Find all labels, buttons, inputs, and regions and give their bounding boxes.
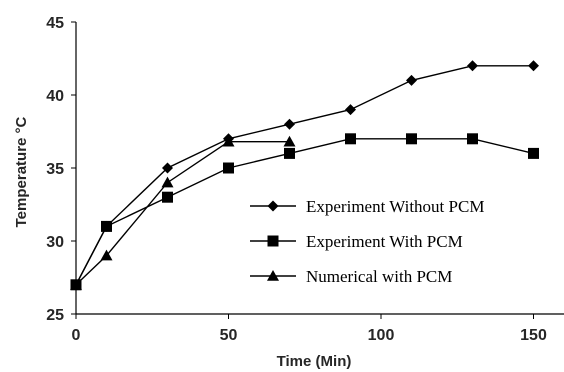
data-point-triangle: [70, 278, 82, 290]
data-point-diamond: [284, 118, 295, 130]
series-triangle: [70, 135, 296, 290]
y-tick-labels: 25 30 35 40 45: [46, 15, 76, 324]
legend-label: Experiment With PCM: [306, 232, 463, 251]
legend-label: Numerical with PCM: [306, 267, 452, 286]
data-point-square: [162, 191, 173, 203]
data-point-diamond: [345, 104, 356, 116]
x-tick-label: 100: [368, 327, 395, 344]
data-point-square: [223, 162, 234, 174]
x-tick-label: 150: [520, 327, 547, 344]
data-point-triangle: [100, 249, 113, 261]
legend-item: Experiment With PCM: [250, 232, 463, 251]
data-point-square: [101, 220, 112, 232]
x-tick-label: 0: [72, 327, 81, 344]
data-point-triangle: [283, 135, 296, 147]
series-line: [75, 141, 290, 286]
legend-marker-square: [267, 235, 279, 247]
data-point-square: [284, 147, 295, 159]
series-layer: [70, 60, 539, 291]
series-diamond: [70, 60, 539, 291]
data-point-triangle: [161, 176, 174, 188]
y-tick-label: 35: [46, 161, 64, 178]
legend-marker-triangle: [267, 270, 279, 281]
y-axis-title: Temperature °C: [13, 116, 30, 227]
legend-label: Experiment Without PCM: [306, 197, 484, 216]
data-point-diamond: [406, 74, 417, 86]
data-point-triangle: [222, 135, 235, 147]
y-tick-label: 45: [46, 15, 64, 32]
data-point-square: [406, 133, 417, 145]
legend-item: Experiment Without PCM: [250, 197, 484, 216]
y-tick-label: 25: [46, 307, 64, 324]
data-point-square: [467, 133, 478, 145]
x-axis-title: Time (Min): [277, 353, 352, 370]
y-tick-label: 30: [46, 234, 64, 251]
series-line: [75, 65, 534, 286]
legend: Experiment Without PCM Experiment With PC…: [250, 197, 484, 286]
x-tick-label: 50: [220, 327, 238, 344]
legend-marker-diamond: [267, 200, 279, 212]
data-point-diamond: [528, 60, 539, 72]
y-tick-label: 40: [46, 88, 64, 105]
x-tick-labels: 0 50 100 150: [72, 314, 547, 344]
data-point-square: [345, 133, 356, 145]
data-point-square: [528, 147, 539, 159]
legend-item: Numerical with PCM: [250, 267, 452, 286]
data-point-diamond: [467, 60, 478, 72]
data-point-diamond: [162, 162, 173, 174]
